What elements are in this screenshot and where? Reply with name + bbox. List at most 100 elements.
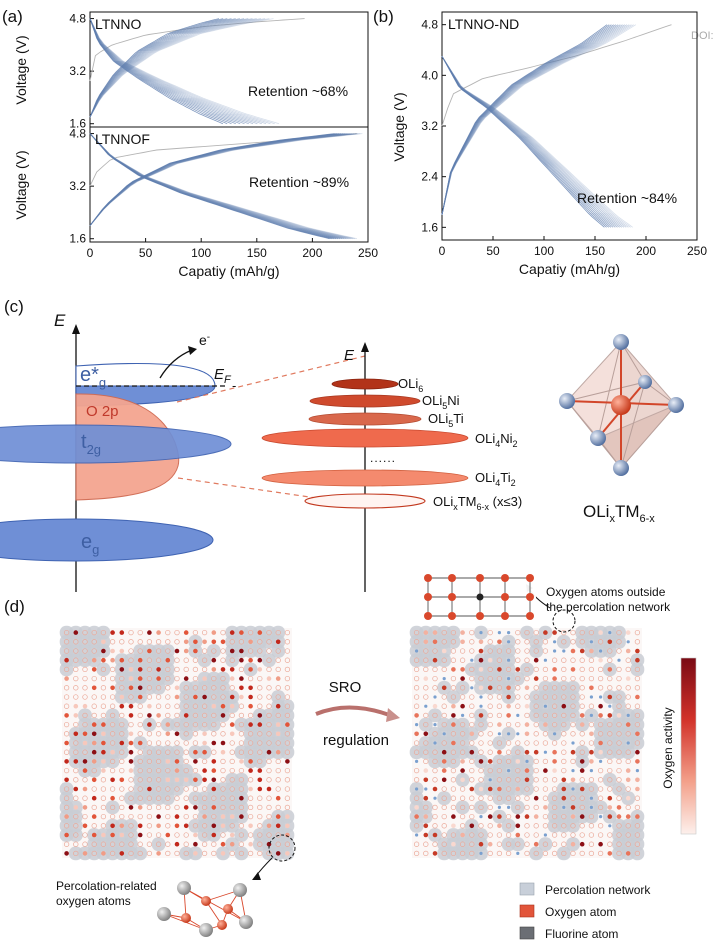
oxygen-site-empty [459,795,466,801]
oxygen-atom [156,823,161,829]
oxygen-site-empty [597,767,604,774]
fluorine-atom [626,713,630,718]
oxygen-site-empty [192,731,199,737]
oxygen-atom [635,731,640,737]
oxygen-atom [423,823,429,829]
oxygen-atom [119,703,125,709]
electron-arrow [159,349,193,379]
oxygen-site-empty [91,841,97,847]
oxygen-site-empty [128,694,134,700]
fluorine-atom [562,805,566,810]
oxygen-site-empty [73,832,79,838]
cluster-oxygen-atom [223,904,233,914]
oxygen-site-empty [174,675,180,682]
percolation-network-site [474,717,488,732]
oxygen-site-empty [570,758,576,765]
oxygen-site-empty [183,749,189,755]
oxygen-site-empty [561,841,567,847]
fluorine-atom [470,686,474,690]
oxygen-atom [451,814,456,819]
oxygen-site-empty [165,675,171,682]
oxygen-site-empty [247,795,254,801]
fluorine-atom [626,640,630,644]
oxygen-site-empty [413,777,420,783]
oxygen-atom [487,814,493,819]
oxygen-site-empty [588,721,595,728]
oxygen-atom [220,841,226,847]
oxygen-site-empty [469,841,475,847]
percolation-network-site [520,782,534,796]
oxygen-atom [533,841,539,847]
oxygen-site-empty [220,629,226,636]
oxygen-site-empty [570,832,576,838]
oxygen-site-empty [238,841,245,847]
oxygen-atom [598,657,603,663]
oxygen-site-empty [73,675,79,682]
charge-cycle-curve [441,24,628,215]
percolation-network-site [234,846,249,861]
oxygen-site-empty [100,823,107,829]
oxygen-site-empty [441,804,447,811]
oxygen-site-empty [533,666,539,673]
oxygen-atom [285,823,290,829]
oxygen-atom [570,749,576,755]
oxygen-atom [239,648,244,654]
oxygen-site-empty [284,795,291,801]
oxygen-site-empty [211,731,217,737]
oxygen-atom [275,851,281,856]
oxygen-site-empty [607,721,613,728]
oxygen-site-empty [570,795,576,801]
oxygen-site-empty [469,694,475,700]
oxygen-site-empty [73,749,79,755]
oxygen-atom [119,694,125,700]
fluorine-atom [599,649,603,653]
oxygen-atom [275,722,281,727]
fluorine-atom [442,732,446,736]
oxygen-atom [165,731,171,737]
oxygen-site-empty [561,740,567,746]
oxygen-site-empty [284,804,291,811]
oxygen-site-empty [524,639,530,645]
x-tick-label: 50 [486,244,500,258]
oxygen-site-empty [441,740,447,746]
oxygen-site-empty [155,685,162,691]
percolation-network-site [501,818,516,833]
fluorine-atom [433,796,437,800]
oxygen-atom [193,648,198,654]
oxygen-site-empty [478,675,484,682]
oxygen-site-empty [238,666,245,673]
oxygen-site-empty [91,786,97,792]
oxygen-atom [202,749,207,755]
oxygen-atom [110,685,115,691]
oxygen-atom [174,823,180,829]
oxygen-site-empty [211,850,217,857]
legend: Percolation network Oxygen atom Fluorine… [519,882,651,941]
oxygen-site-empty [570,850,576,857]
t2g-label: t2g [81,431,101,457]
oxygen-atom [285,759,290,764]
discharge-cycle-curve [89,18,271,125]
retention-annotation: Retention ~68% [248,83,348,99]
oxygen-site-empty [100,666,107,673]
oxygen-site-empty [450,731,457,737]
fluorine-atom [589,796,594,800]
oxygen-site-empty [257,749,263,755]
oxygen-site-empty [146,675,153,682]
oxygen-atom [598,713,603,718]
oxygen-site-empty [441,629,447,636]
oxygen-atom [635,759,640,764]
oxygen-site-empty [579,703,585,709]
fluorine-atom [415,833,419,837]
oxygen-site-empty [183,795,189,801]
oxygen-site-empty [257,841,263,847]
oxygen-atom [579,768,585,773]
oxygen-site-empty [201,703,208,709]
oxygen-site-empty [247,832,254,838]
oxygen-site-empty [459,749,466,755]
oxygen-site-empty [423,721,429,728]
oxygen-site-empty [542,712,549,719]
oxygen-site-empty [505,813,512,820]
oxygen-site-empty [634,832,641,838]
oxygen-site-empty [284,657,291,663]
oxygen-site-empty [423,712,429,719]
